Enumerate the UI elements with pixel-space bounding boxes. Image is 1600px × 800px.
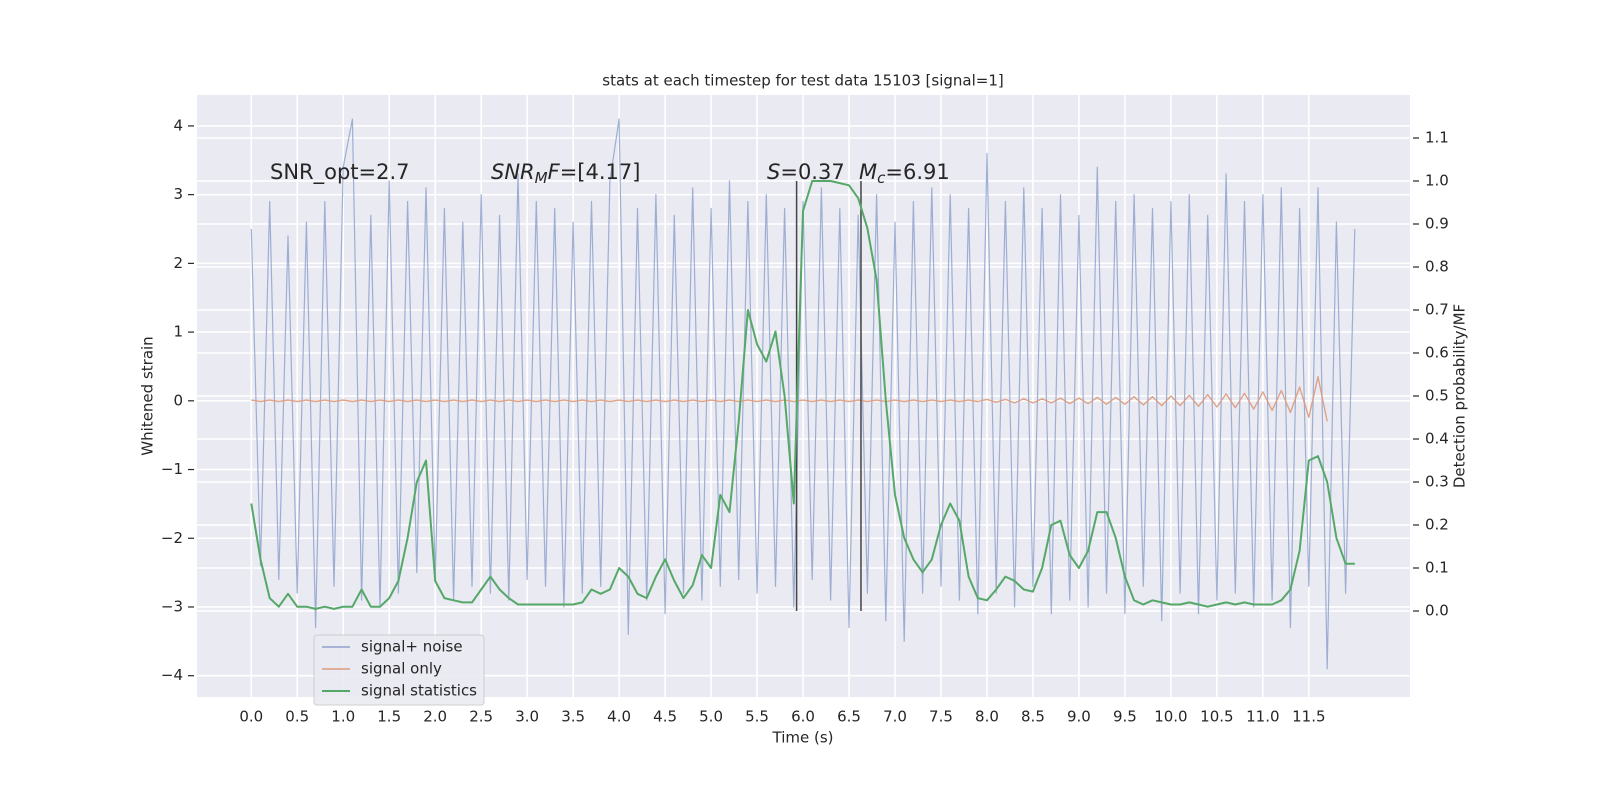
annotation: SNR_opt=2.7	[270, 160, 410, 185]
x-axis-label: Time (s)	[772, 729, 834, 747]
y2-tick-label: 0.2	[1425, 516, 1449, 534]
legend-label: signal statistics	[361, 682, 477, 700]
x-tick-label: 7.5	[929, 708, 953, 726]
annotation-part: =6.91	[885, 160, 949, 184]
y-tick-label: −3	[161, 597, 183, 615]
y2-tick-label: 0.0	[1425, 602, 1449, 620]
x-tick-label: 2.0	[423, 708, 447, 726]
y2-tick-label: 0.8	[1425, 258, 1449, 276]
annotation: Mc=6.91	[859, 160, 950, 187]
y2-tick-label: 0.5	[1425, 387, 1449, 405]
y2-tick-label: 0.3	[1425, 473, 1449, 491]
y2-tick-label: 0.6	[1425, 344, 1449, 362]
x-tick-label: 6.5	[837, 708, 861, 726]
x-tick-label: 7.0	[883, 708, 907, 726]
annotation-part: M	[859, 160, 877, 184]
x-tick-label: 11.0	[1246, 708, 1279, 726]
y2-tick-label: 1.0	[1425, 172, 1449, 190]
y-axis-label: Whitened strain	[139, 336, 157, 455]
x-tick-label: 10.0	[1154, 708, 1187, 726]
x-tick-label: 3.0	[515, 708, 539, 726]
annotation-part: SNR_opt=2.7	[270, 160, 410, 185]
x-tick-label: 9.5	[1113, 708, 1137, 726]
x-tick-label: 0.0	[239, 708, 263, 726]
x-tick-label: 10.5	[1200, 708, 1233, 726]
y-tick-label: 0	[173, 391, 183, 409]
x-tick-label: 1.5	[377, 708, 401, 726]
x-tick-label: 8.0	[975, 708, 999, 726]
y-tick-label: 1	[173, 323, 183, 341]
y2-tick-label: 0.7	[1425, 301, 1449, 319]
y2-tick-label: 0.9	[1425, 215, 1449, 233]
x-tick-label: 5.0	[699, 708, 723, 726]
legend-label: signal+ noise	[361, 638, 463, 656]
annotation-part: =0.37	[780, 160, 844, 184]
x-tick-label: 1.0	[331, 708, 355, 726]
chart-title: stats at each timestep for test data 151…	[602, 72, 1003, 90]
y2-tick-label: 0.1	[1425, 559, 1449, 577]
annotation: SNRMF=[4.17]	[491, 160, 640, 187]
annotation: S=0.37	[767, 160, 845, 184]
x-tick-label: 3.5	[561, 708, 585, 726]
series-line	[250, 180, 1355, 610]
legend-box	[313, 634, 485, 706]
y-tick-label: −1	[161, 460, 183, 478]
annotation-part: M	[535, 169, 548, 187]
y2-tick-label: 0.4	[1425, 430, 1449, 448]
annotation-part: SNR	[491, 160, 535, 184]
x-tick-label: 4.5	[653, 708, 677, 726]
y-tick-label: 4	[173, 116, 183, 134]
y-tick-label: 3	[173, 185, 183, 203]
x-tick-label: 8.5	[1021, 708, 1045, 726]
legend-label: signal only	[361, 660, 442, 678]
annotation-part: S	[767, 160, 780, 184]
annotation-part: F	[548, 160, 561, 184]
x-tick-label: 9.0	[1067, 708, 1091, 726]
y-tick-label: 2	[173, 254, 183, 272]
y2-axis-label: Detection probability/MF	[1451, 304, 1469, 488]
x-tick-label: 6.0	[791, 708, 815, 726]
x-tick-label: 5.5	[745, 708, 769, 726]
annotation-part: c	[877, 169, 886, 187]
x-tick-label: 11.5	[1292, 708, 1325, 726]
y-tick-label: −2	[161, 529, 183, 547]
y-tick-label: −4	[161, 666, 183, 684]
series-line	[251, 376, 1328, 422]
x-tick-label: 4.0	[607, 708, 631, 726]
x-tick-label: 2.5	[469, 708, 493, 726]
annotation-part: =[4.17]	[560, 160, 641, 184]
x-tick-label: 0.5	[285, 708, 309, 726]
y2-tick-label: 1.1	[1425, 129, 1449, 147]
